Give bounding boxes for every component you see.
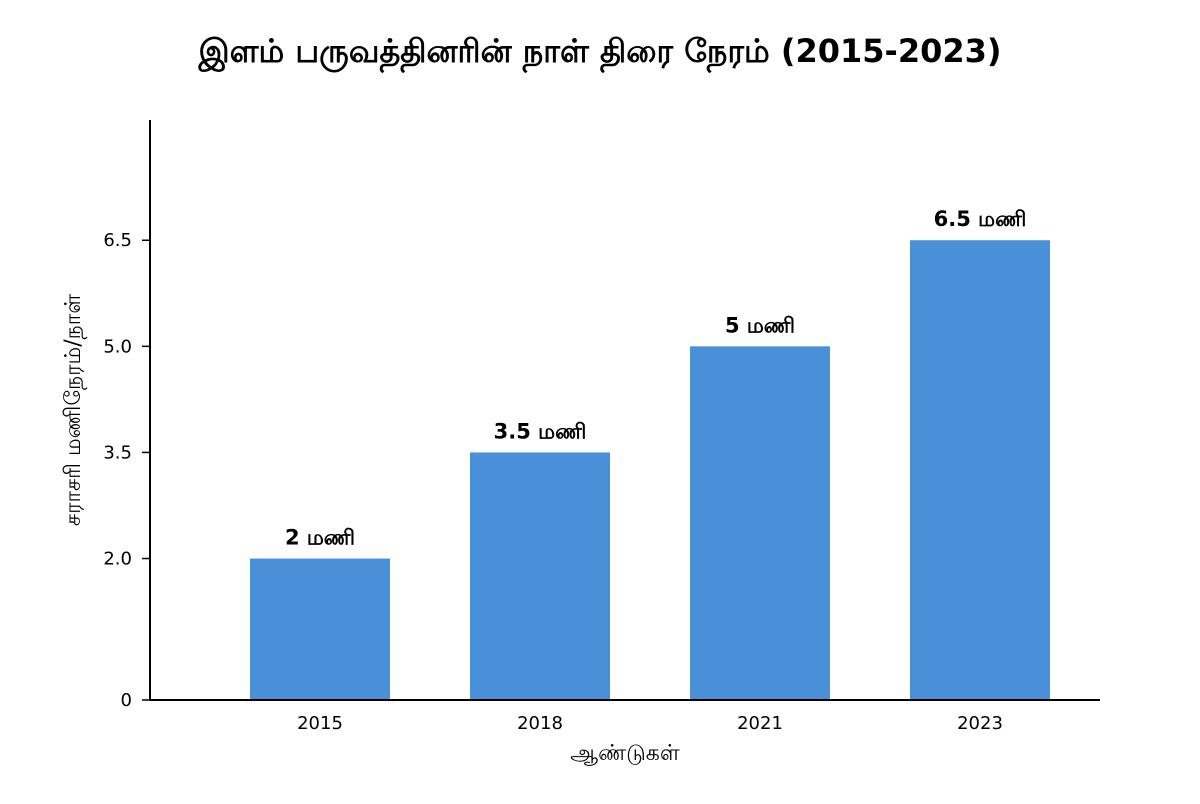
x-axis-label: ஆண்டுகள் [570, 741, 680, 766]
bar-2015 [250, 558, 390, 700]
chart-title: இளம் பருவத்தினரின் நாள் திரை நேரம் (2015… [197, 32, 1001, 74]
y-ticks-layer: 0 2.0 3.5 5.0 6.5 [103, 230, 150, 711]
y-tick-label: 2.0 [103, 549, 132, 570]
data-label-2021: 5 மணி [725, 313, 795, 337]
x-ticks-layer: 2015 2018 2021 2023 [297, 713, 1003, 734]
x-tick-label-2018: 2018 [517, 713, 563, 734]
data-label-2015: 2 மணி [285, 526, 355, 550]
y-tick-label: 6.5 [103, 230, 132, 251]
bar-2023 [910, 240, 1050, 700]
bar-2021 [690, 346, 830, 700]
y-tick-label: 3.5 [103, 442, 132, 463]
x-tick-label-2015: 2015 [297, 713, 343, 734]
x-tick-label-2021: 2021 [737, 713, 783, 734]
y-tick-label: 5.0 [103, 336, 132, 357]
data-label-2018: 3.5 மணி [494, 419, 587, 443]
data-label-2023: 6.5 மணி [934, 207, 1027, 231]
bars-layer [250, 240, 1050, 700]
bar-2018 [470, 452, 610, 700]
y-tick-label: 0 [121, 690, 132, 711]
data-labels-layer: 2 மணி 3.5 மணி 5 மணி 6.5 மணி [285, 207, 1026, 549]
y-axis-label: சராசரி மணிநேரம்/நாள் [61, 294, 87, 526]
x-tick-label-2023: 2023 [957, 713, 1003, 734]
